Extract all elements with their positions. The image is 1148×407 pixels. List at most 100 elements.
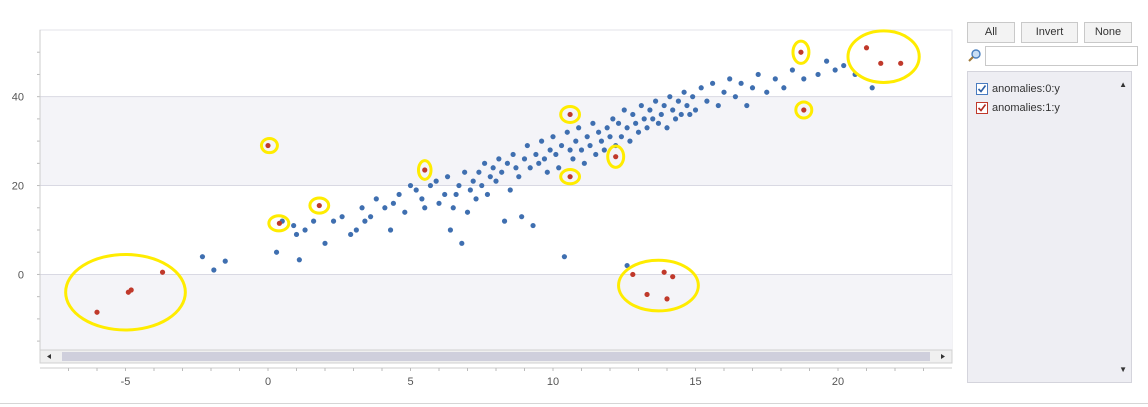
highlight-ring — [64, 252, 187, 332]
x-tick-label: 0 — [265, 376, 271, 388]
anomaly-point — [128, 287, 134, 293]
normal-point — [633, 120, 639, 126]
normal-point — [638, 102, 644, 109]
y-tick-label: 20 — [12, 181, 24, 193]
anomaly-point — [878, 60, 884, 66]
normal-point — [698, 85, 704, 91]
normal-point — [476, 169, 482, 175]
normal-point — [610, 116, 616, 122]
normal-point — [744, 102, 750, 109]
normal-point — [690, 94, 696, 100]
normal-point — [641, 116, 647, 122]
select-all-button[interactable]: All — [967, 22, 1015, 43]
normal-point — [721, 89, 727, 95]
anomaly-point — [644, 291, 650, 298]
normal-point — [684, 102, 690, 109]
search-icon — [968, 49, 981, 62]
highlight-ring — [267, 214, 291, 233]
scrollbar-thumb[interactable] — [62, 352, 930, 361]
normal-point — [433, 178, 439, 184]
anomaly-point — [670, 274, 676, 280]
normal-point — [841, 62, 847, 69]
normal-point — [564, 129, 570, 135]
normal-point — [382, 205, 388, 211]
highlight-ring — [559, 168, 582, 186]
scroll-left-arrow-icon[interactable] — [47, 354, 51, 359]
series-checkbox[interactable] — [976, 83, 988, 95]
series-checkbox[interactable] — [976, 102, 988, 114]
normal-point — [322, 240, 328, 246]
anomaly-point — [898, 60, 904, 66]
y-tick-label: 40 — [12, 92, 24, 104]
normal-point — [402, 209, 408, 215]
highlight-ring — [794, 100, 814, 120]
normal-point — [644, 125, 650, 131]
normal-point — [692, 107, 699, 113]
normal-point — [222, 258, 228, 264]
normal-point — [442, 191, 448, 198]
normal-point — [499, 169, 505, 175]
anomaly-point — [422, 167, 428, 173]
normal-point — [607, 134, 613, 140]
normal-point — [618, 134, 625, 140]
normal-point — [507, 187, 513, 193]
normal-point — [647, 107, 653, 113]
normal-point — [467, 187, 473, 193]
anomaly-highlight-rings — [64, 29, 921, 332]
normal-point — [658, 111, 664, 118]
normal-point — [390, 200, 396, 206]
scroll-right-arrow-icon[interactable] — [941, 354, 945, 359]
normal-point — [484, 191, 491, 198]
checkmark-icon — [977, 104, 987, 112]
normal-point — [624, 125, 630, 131]
series-list[interactable]: anomalies:0:y anomalies:1:y ▲ ▼ — [967, 71, 1132, 383]
normal-point — [789, 67, 796, 73]
normal-point — [533, 151, 539, 158]
select-none-button[interactable]: None — [1084, 22, 1132, 43]
x-tick-label: 5 — [407, 376, 413, 388]
normal-point — [550, 134, 556, 140]
anomaly-point — [276, 220, 282, 226]
normal-point — [273, 249, 280, 255]
scroll-up-arrow-icon[interactable]: ▲ — [1119, 80, 1127, 89]
normal-point — [521, 156, 528, 162]
highlight-ring — [259, 136, 279, 155]
normal-point — [487, 174, 493, 180]
normal-point — [781, 85, 787, 91]
normal-point — [473, 196, 479, 202]
normal-point — [296, 257, 302, 263]
normal-point — [556, 165, 562, 171]
normal-point — [211, 267, 217, 273]
normal-point — [672, 116, 679, 122]
anomaly-point — [265, 142, 271, 149]
normal-point — [362, 218, 368, 224]
normal-point — [530, 222, 536, 229]
series-search-input[interactable] — [985, 46, 1138, 66]
normal-point — [661, 102, 667, 109]
normal-point — [681, 89, 687, 95]
normal-point — [470, 178, 476, 184]
normal-point — [581, 160, 587, 166]
normal-point — [604, 125, 610, 131]
horizontal-scrollbar[interactable] — [39, 349, 953, 364]
normal-point — [655, 120, 662, 126]
normal-point — [456, 182, 462, 189]
bottom-divider — [0, 403, 1148, 404]
normal-point — [330, 218, 337, 224]
normal-point — [436, 200, 442, 206]
normal-point — [368, 214, 374, 220]
scroll-down-arrow-icon[interactable]: ▼ — [1119, 365, 1127, 374]
normal-point — [772, 76, 778, 82]
anomaly-point — [159, 269, 166, 275]
highlight-ring — [846, 29, 921, 84]
normal-point — [576, 125, 582, 131]
normal-point — [348, 231, 354, 238]
normal-point — [567, 147, 573, 153]
normal-point — [630, 111, 636, 118]
normal-point — [715, 102, 721, 109]
invert-selection-button[interactable]: Invert — [1021, 22, 1078, 43]
normal-point — [710, 80, 716, 86]
normal-point — [670, 107, 676, 113]
checkmark-icon — [977, 85, 987, 93]
normal-point — [653, 98, 659, 104]
